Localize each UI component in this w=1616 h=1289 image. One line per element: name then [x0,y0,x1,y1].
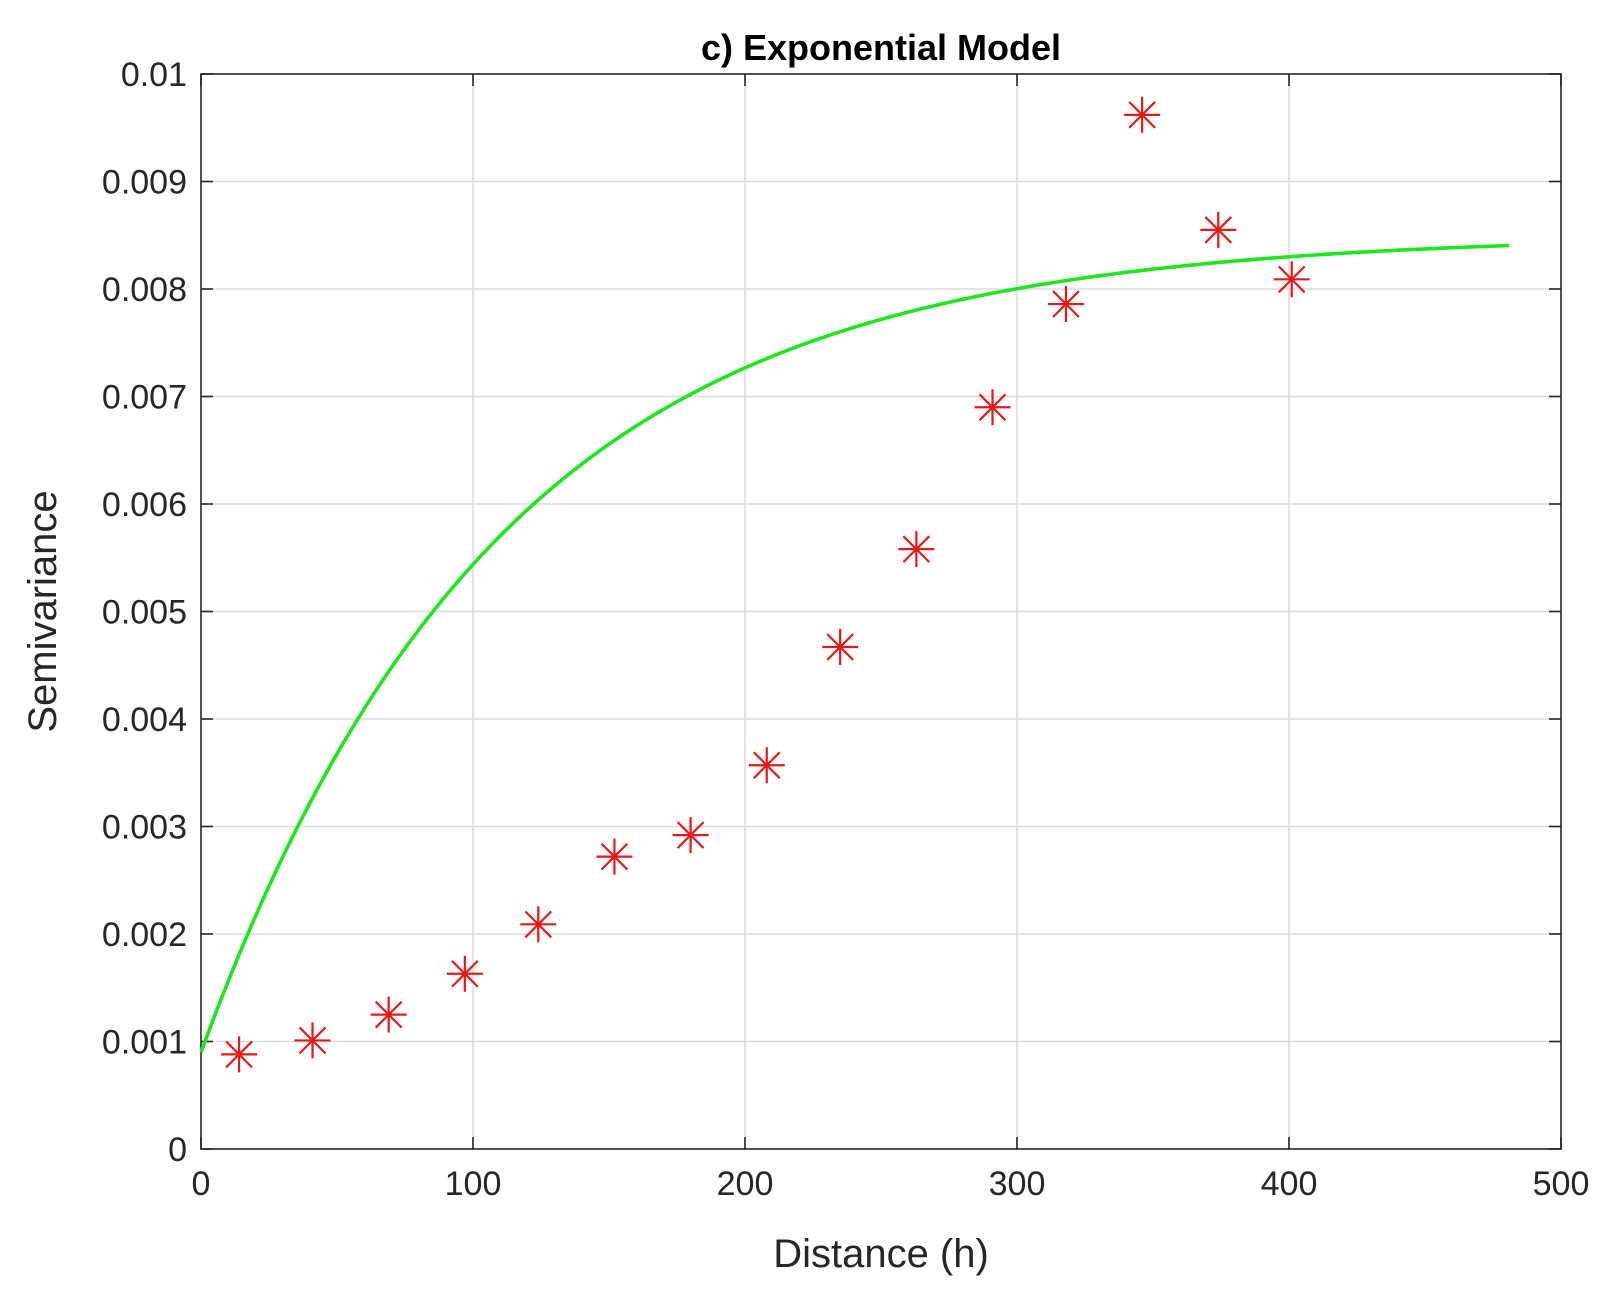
y-tick-label: 0.005 [102,594,187,632]
y-tick-label: 0.006 [102,486,187,524]
x-tick-label: 200 [717,1165,774,1203]
x-tick-labels: 0 100 200 300 400 500 [192,1165,1590,1203]
data-point [748,747,785,784]
y-tick-label: 0.001 [102,1024,187,1062]
data-point [370,996,407,1033]
y-tick-label: 0.002 [102,916,187,954]
data-point [520,906,557,943]
data-point [446,955,483,992]
data-point [974,389,1011,426]
y-tick-labels: 0 0.001 0.002 0.003 0.004 0.005 0.006 0.007 0.00… [102,56,187,1169]
x-axis-label: Distance (h) [773,1232,989,1276]
y-tick-label: 0.007 [102,379,187,417]
y-tick-label: 0.008 [102,271,187,309]
data-point [1047,286,1084,323]
grid-lines [201,74,1561,1149]
data-point [221,1036,258,1073]
data-points-layer [221,96,1310,1073]
chart-title: c) Exponential Model [701,27,1061,68]
y-tick-label: 0.004 [102,701,187,739]
x-tick-label: 0 [192,1165,211,1203]
y-tick-label: 0 [168,1131,187,1169]
y-tick-label: 0.01 [121,56,187,94]
x-tick-label: 100 [445,1165,502,1203]
x-tick-label: 400 [1261,1165,1318,1203]
data-point [822,628,859,665]
axis-ticks [200,73,1562,1150]
y-tick-label: 0.009 [102,164,187,202]
data-point [898,531,935,568]
data-point [294,1022,331,1059]
data-point [1273,261,1310,298]
x-tick-label: 300 [989,1165,1046,1203]
data-point [1200,211,1237,248]
exponential-model-curve [199,243,1510,1053]
data-point [596,838,633,875]
y-axis-label: Semivariance [21,490,65,732]
model-curve-layer [199,243,1510,1053]
x-tick-label: 500 [1533,1165,1590,1203]
data-point [672,817,709,854]
y-tick-label: 0.003 [102,809,187,847]
data-point [1124,96,1161,133]
